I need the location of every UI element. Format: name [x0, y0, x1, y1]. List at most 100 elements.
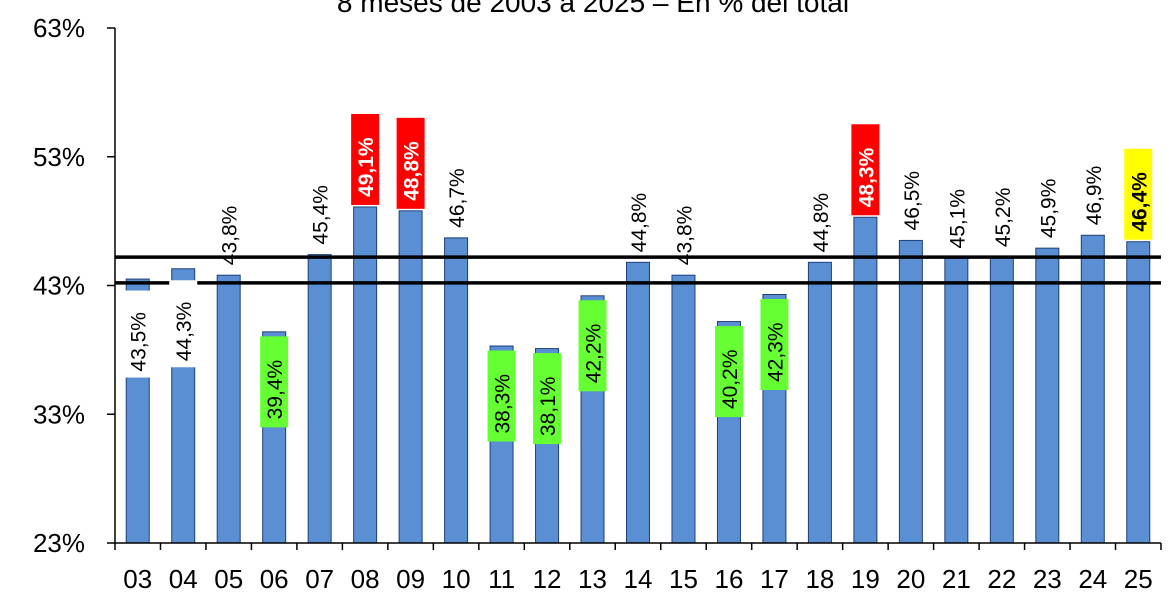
- data-label-highlight: [1124, 148, 1153, 240]
- x-tick-label: 05: [214, 564, 243, 594]
- y-tick-label: 43%: [33, 271, 85, 301]
- x-tick-label: 06: [260, 564, 289, 594]
- data-label: 45,2%: [992, 188, 1015, 248]
- x-tick-label: 12: [533, 564, 562, 594]
- bar: [898, 239, 923, 544]
- data-label: 45,9%: [1037, 179, 1060, 239]
- x-tick-label: 16: [714, 564, 743, 594]
- data-label-group: 44,8%: [628, 193, 651, 253]
- bar: [1126, 241, 1151, 544]
- x-tick-label: 25: [1124, 564, 1153, 594]
- x-tick-label: 11: [488, 564, 515, 594]
- data-label: 46,4%: [1128, 172, 1151, 232]
- data-label-group: 49,1%: [351, 113, 380, 205]
- data-label-group: 46,5%: [901, 171, 924, 231]
- data-label-highlight: [851, 124, 880, 216]
- bar: [398, 210, 423, 544]
- data-label: 45,4%: [310, 185, 333, 245]
- x-tick-label: 18: [805, 564, 834, 594]
- data-label-background: [123, 290, 152, 378]
- data-label-group: 45,4%: [310, 185, 333, 245]
- y-axis: 23% 33% 43% 53% 63%: [33, 13, 116, 558]
- bar: [216, 274, 241, 544]
- data-label-group: 43,8%: [673, 206, 696, 266]
- bar: [307, 254, 332, 544]
- x-tick-label: 07: [305, 564, 334, 594]
- data-label-group: 38,3%: [487, 350, 516, 442]
- bar: [989, 256, 1014, 544]
- x-tick-label: 14: [624, 564, 653, 594]
- reference-lines: [115, 255, 1161, 285]
- data-label: 43,8%: [219, 206, 242, 266]
- data-label: 46,9%: [1083, 166, 1106, 226]
- x-tick-label: 19: [851, 564, 880, 594]
- data-label-group: 46,9%: [1083, 166, 1106, 226]
- data-label: 48,3%: [855, 147, 878, 207]
- bar: [626, 261, 650, 544]
- data-label-group: 45,9%: [1037, 179, 1060, 239]
- data-label-highlight: [260, 336, 289, 428]
- data-label: 44,8%: [810, 193, 833, 253]
- y-tick-label: 33%: [33, 399, 85, 429]
- x-tick-label: 03: [123, 564, 152, 594]
- bar: [1035, 247, 1060, 544]
- x-tick-label: 24: [1078, 564, 1107, 594]
- x-tick-label: 08: [351, 564, 380, 594]
- data-label-group: 46,4%: [1124, 148, 1153, 240]
- bar: [853, 216, 878, 544]
- data-label-group: 48,3%: [851, 124, 880, 216]
- data-label: 43,8%: [673, 206, 696, 266]
- data-label-group: 45,2%: [992, 188, 1015, 248]
- data-label-group: 42,2%: [578, 300, 607, 392]
- data-label: 44,3%: [173, 302, 196, 362]
- data-label-highlight: [578, 300, 607, 392]
- data-label-group: 38,1%: [533, 353, 562, 445]
- x-tick-label: 21: [942, 564, 971, 594]
- data-label: 42,2%: [583, 324, 606, 384]
- chart-title: 8 meses de 2003 a 2025 – En % del total: [337, 0, 849, 18]
- bar: [807, 261, 832, 544]
- data-label-group: 44,3%: [169, 280, 198, 368]
- x-tick-label: 15: [669, 564, 698, 594]
- data-label-group: 43,8%: [219, 206, 242, 266]
- x-axis: 03 04 05 06 07 08 09 10 11 12 13 14 15 16 17 18 19 20 21 22…: [114, 542, 1162, 594]
- data-label: 48,8%: [401, 141, 424, 201]
- data-label-highlight: [396, 117, 425, 209]
- data-label: 44,8%: [628, 193, 651, 253]
- data-label: 46,7%: [446, 168, 469, 228]
- data-labels: 43,5% 44,3% 43,8% 39,4% 45,4% 49,1% 48,8% 46,7%…: [123, 113, 1153, 445]
- x-tick-label: 04: [169, 564, 198, 594]
- data-label: 39,4%: [264, 360, 287, 420]
- data-label-highlight: [533, 353, 562, 445]
- x-tick-label: 09: [396, 564, 425, 594]
- y-tick-label: 63%: [33, 13, 85, 43]
- data-label-group: 42,3%: [760, 299, 789, 391]
- data-label-group: 46,7%: [446, 168, 469, 228]
- data-label-group: 40,2%: [714, 326, 743, 418]
- bar: [671, 274, 696, 544]
- data-label-highlight: [351, 113, 380, 205]
- bar: [944, 257, 969, 544]
- x-tick-label: 17: [760, 564, 789, 594]
- data-label-group: 48,8%: [396, 117, 425, 209]
- x-tick-label: 13: [578, 564, 607, 594]
- data-label: 49,1%: [355, 137, 378, 197]
- data-label-group: 44,8%: [810, 193, 833, 253]
- x-tick-label: 23: [1033, 564, 1062, 594]
- data-label-group: 39,4%: [260, 336, 289, 428]
- data-label-background: [169, 280, 198, 368]
- data-label-highlight: [714, 326, 743, 418]
- data-label: 46,5%: [901, 171, 924, 231]
- y-tick-label: 23%: [33, 528, 85, 558]
- x-tick-label: 10: [442, 564, 471, 594]
- data-label-group: 45,1%: [946, 189, 969, 249]
- data-label: 43,5%: [128, 312, 151, 372]
- data-label: 45,1%: [946, 189, 969, 249]
- data-label: 38,1%: [537, 377, 560, 437]
- x-tick-label: 22: [987, 564, 1016, 594]
- y-tick-label: 53%: [33, 142, 85, 172]
- x-tick-label: 20: [896, 564, 925, 594]
- data-label-highlight: [760, 299, 789, 391]
- data-label: 42,3%: [764, 322, 787, 382]
